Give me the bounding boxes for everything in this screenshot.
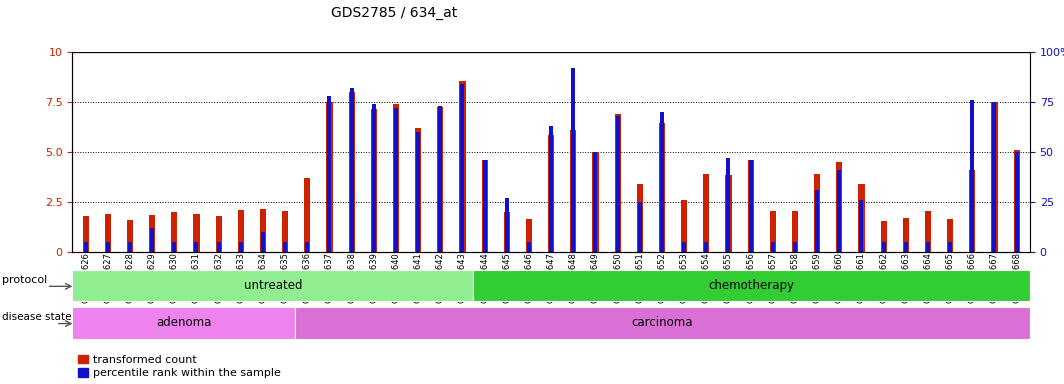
Bar: [681, 200, 687, 252]
Bar: [504, 198, 509, 252]
Bar: [992, 102, 998, 252]
Bar: [726, 175, 732, 252]
Bar: [482, 160, 487, 252]
Bar: [903, 242, 908, 252]
Bar: [549, 126, 553, 252]
Text: GDS2785 / 634_at: GDS2785 / 634_at: [331, 6, 456, 20]
Bar: [660, 112, 664, 252]
Bar: [84, 242, 87, 252]
Bar: [570, 130, 577, 252]
Bar: [260, 209, 266, 252]
Bar: [149, 215, 155, 252]
Bar: [769, 210, 776, 252]
Bar: [749, 160, 752, 252]
Bar: [370, 109, 377, 252]
Bar: [460, 81, 466, 252]
Bar: [703, 174, 710, 252]
Text: chemotherapy: chemotherapy: [709, 279, 795, 292]
Bar: [327, 102, 333, 252]
Bar: [837, 170, 842, 252]
Bar: [814, 174, 820, 252]
Bar: [72, 307, 295, 339]
Bar: [548, 135, 554, 252]
Bar: [571, 68, 576, 252]
Bar: [328, 96, 332, 252]
Bar: [770, 242, 775, 252]
Bar: [172, 242, 177, 252]
Bar: [483, 160, 486, 252]
Bar: [349, 92, 354, 252]
Bar: [194, 214, 200, 252]
Bar: [416, 132, 420, 252]
Bar: [881, 220, 886, 252]
Bar: [993, 102, 997, 252]
Bar: [261, 232, 265, 252]
Bar: [282, 210, 288, 252]
Text: adenoma: adenoma: [156, 316, 212, 329]
Bar: [682, 242, 686, 252]
Bar: [926, 242, 930, 252]
Bar: [305, 242, 310, 252]
Bar: [526, 218, 532, 252]
Bar: [171, 212, 178, 252]
Bar: [371, 104, 376, 252]
Bar: [437, 107, 444, 252]
Bar: [882, 242, 885, 252]
Text: untreated: untreated: [244, 279, 302, 292]
Bar: [902, 218, 909, 252]
Bar: [836, 162, 843, 252]
Bar: [793, 242, 797, 252]
Bar: [593, 152, 599, 252]
Bar: [150, 228, 154, 252]
Bar: [594, 152, 598, 252]
Bar: [727, 158, 731, 252]
Text: carcinoma: carcinoma: [632, 316, 694, 329]
Bar: [105, 242, 110, 252]
Bar: [350, 88, 353, 252]
Bar: [925, 210, 931, 252]
Bar: [473, 270, 1030, 301]
Bar: [859, 184, 865, 252]
Bar: [1015, 152, 1018, 252]
Bar: [503, 212, 510, 252]
Bar: [970, 100, 975, 252]
Bar: [304, 178, 311, 252]
Bar: [104, 214, 111, 252]
Text: protocol: protocol: [1, 275, 47, 285]
Bar: [438, 106, 443, 252]
Bar: [615, 114, 620, 252]
Bar: [947, 218, 953, 252]
Bar: [659, 123, 665, 252]
Bar: [948, 242, 952, 252]
Bar: [238, 242, 243, 252]
Bar: [394, 108, 398, 252]
Bar: [815, 190, 819, 252]
Bar: [128, 242, 132, 252]
Bar: [637, 202, 642, 252]
Bar: [237, 210, 244, 252]
Bar: [283, 242, 287, 252]
Bar: [792, 210, 798, 252]
Bar: [216, 215, 221, 252]
Bar: [616, 116, 619, 252]
Bar: [461, 84, 465, 252]
Bar: [217, 242, 220, 252]
Text: disease state: disease state: [1, 312, 71, 322]
Legend: transformed count, percentile rank within the sample: transformed count, percentile rank withi…: [78, 355, 281, 379]
Bar: [393, 104, 399, 252]
Bar: [969, 170, 976, 252]
Bar: [748, 160, 753, 252]
Bar: [860, 200, 864, 252]
Bar: [83, 215, 88, 252]
Bar: [636, 184, 643, 252]
Bar: [295, 307, 1030, 339]
Bar: [527, 242, 531, 252]
Bar: [1014, 150, 1019, 252]
Bar: [127, 220, 133, 252]
Bar: [195, 242, 199, 252]
Bar: [415, 128, 421, 252]
Bar: [704, 242, 709, 252]
Bar: [72, 270, 473, 301]
